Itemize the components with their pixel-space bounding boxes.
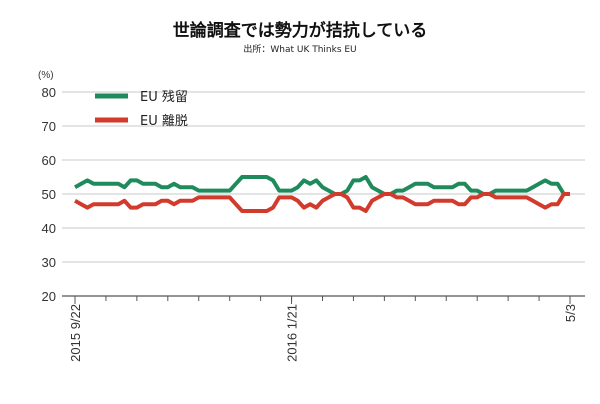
legend-label: EU 離脱 bbox=[140, 114, 188, 129]
x-tick-label: 2016 1/21 bbox=[285, 304, 300, 362]
chart-source: 出所：What UK Thinks EU bbox=[243, 45, 357, 55]
y-tick-label: 60 bbox=[42, 153, 56, 168]
y-tick-label: 50 bbox=[42, 187, 56, 202]
chart-title: 世論調査では勢力が拮抗している bbox=[172, 21, 428, 41]
series-line-leave bbox=[74, 192, 570, 213]
legend-label: EU 残留 bbox=[140, 90, 188, 105]
x-tick-label: 2015 9/22 bbox=[68, 304, 83, 362]
y-axis-unit: (%) bbox=[38, 70, 54, 81]
y-tick-label: 20 bbox=[42, 289, 56, 304]
series-line-remain bbox=[74, 175, 570, 196]
y-tick-label: 30 bbox=[42, 255, 56, 270]
y-tick-label: 80 bbox=[42, 85, 56, 100]
y-tick-label: 70 bbox=[42, 119, 56, 134]
x-tick-label: 5/3 bbox=[563, 304, 578, 322]
y-tick-label: 40 bbox=[42, 221, 56, 236]
